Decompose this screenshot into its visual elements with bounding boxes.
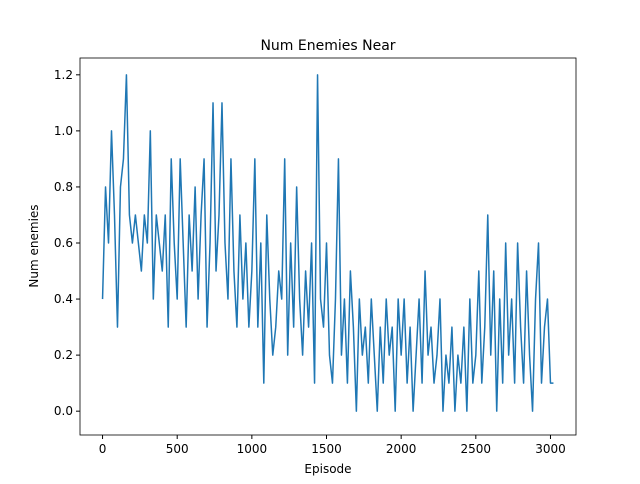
y-tick-label: 0.6 [54, 236, 73, 250]
x-tick-label: 2000 [386, 442, 417, 456]
x-tick-label: 1000 [237, 442, 268, 456]
y-tick-label: 0.8 [54, 180, 73, 194]
chart-title: Num Enemies Near [260, 38, 395, 54]
y-tick-label: 1.2 [54, 68, 73, 82]
y-axis-label: Num enemies [27, 204, 41, 287]
x-tick-label: 1500 [311, 442, 342, 456]
data-line [101, 74, 554, 412]
y-tick-label: 1.0 [54, 124, 73, 138]
y-tick-label: 0.2 [54, 348, 73, 362]
x-tick-label: 3000 [535, 442, 566, 456]
y-tick-label: 0.0 [54, 404, 73, 418]
x-tick-label: 0 [99, 442, 107, 456]
y-tick-label: 0.4 [54, 292, 73, 306]
x-tick-label: 2500 [461, 442, 492, 456]
plot-frame [79, 57, 577, 436]
x-axis-label: Episode [304, 462, 351, 476]
x-tick-label: 500 [166, 442, 189, 456]
